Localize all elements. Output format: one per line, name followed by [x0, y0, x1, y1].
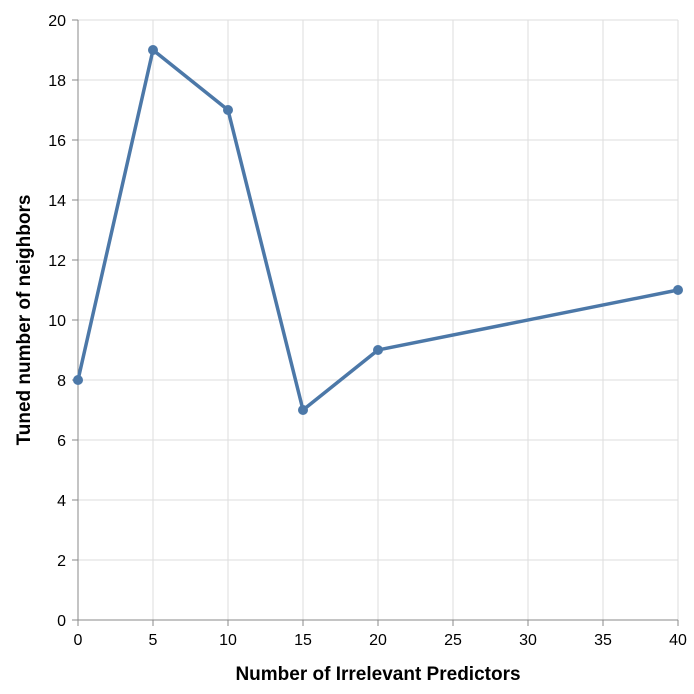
y-tick-label: 0	[57, 613, 66, 630]
series-group	[73, 45, 683, 415]
data-point	[148, 45, 158, 55]
y-axis-title: Tuned number of neighbors	[14, 195, 35, 446]
data-point	[73, 375, 83, 385]
y-tick-label: 14	[48, 193, 66, 210]
y-tick-label: 16	[48, 133, 66, 150]
y-tick-label: 8	[57, 373, 66, 390]
x-tick-label: 40	[669, 632, 687, 649]
x-tick-label: 0	[74, 632, 83, 649]
x-axis-ticks: 0 5 10 15 20 25 30 35 40	[74, 620, 687, 649]
data-point	[373, 345, 383, 355]
x-tick-label: 5	[149, 632, 158, 649]
grid	[77, 19, 679, 621]
y-tick-label: 4	[57, 493, 66, 510]
x-tick-label: 15	[294, 632, 312, 649]
series-line	[76, 48, 680, 412]
x-tick-label: 30	[519, 632, 537, 649]
y-tick-label: 6	[57, 433, 66, 450]
data-point	[673, 285, 683, 295]
data-point	[298, 405, 308, 415]
y-tick-label: 10	[48, 313, 66, 330]
x-tick-label: 25	[444, 632, 462, 649]
x-tick-label: 35	[594, 632, 612, 649]
x-tick-label: 20	[369, 632, 387, 649]
data-point	[223, 105, 233, 115]
y-tick-label: 12	[48, 253, 66, 270]
y-tick-label: 2	[57, 553, 66, 570]
y-tick-label: 18	[48, 73, 66, 90]
y-tick-label: 20	[48, 13, 66, 30]
y-axis-ticks: 0 2 4 6 8 10 12 14 16 18 20	[48, 13, 78, 630]
x-tick-label: 10	[219, 632, 237, 649]
x-axis-title: Number of Irrelevant Predictors	[235, 664, 520, 685]
